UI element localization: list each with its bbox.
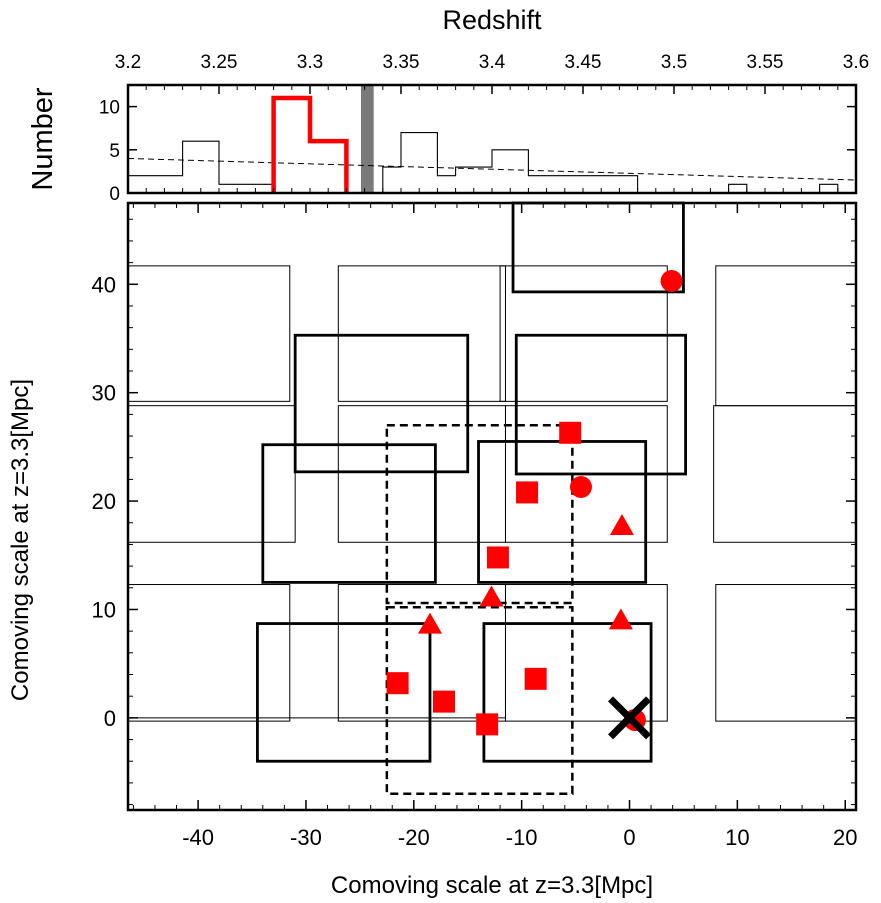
square-point [476,713,499,736]
map-x-tick-label: -40 [182,825,214,850]
histogram-x-tick-label: 3.45 [565,52,602,73]
thin-field-rect [127,584,291,722]
thin-field-rect [713,405,857,543]
triangle-point [479,585,504,607]
thin-field-rect [504,584,668,722]
map-x-tick-label: 0 [623,825,635,850]
square-point [386,672,409,695]
square-point [524,667,547,690]
histogram-x-tick-label: 3.6 [843,52,869,73]
galaxy-points-group [386,270,683,736]
expected-distribution-curve [127,157,857,181]
histogram-x-axis-label: Redshift [442,5,542,35]
histogram-x-tick-label: 3.25 [201,52,238,73]
dashed-field-group [385,423,574,795]
map-y-tick-label: 0 [104,706,116,731]
triangle-point [417,612,442,634]
thin-field-rect [337,265,506,402]
dashed-field-rect [385,606,574,795]
map-y-axis-label: Comoving scale at z=3.3[Mpc] [7,379,34,701]
histogram-y-tick-label: 0 [109,184,120,205]
thick-field-rect [293,333,470,474]
thick-field-group [256,201,687,763]
histogram-y-axis-label: Number [27,87,59,190]
thick-field-rect [482,622,653,763]
map-x-axis-label: Comoving scale at z=3.3[Mpc] [331,872,653,899]
histogram-y-tick-label: 5 [109,141,120,162]
map-x-tick-label: -30 [290,825,322,850]
square-point [486,546,509,569]
thick-field-rect [261,443,437,584]
circle-point [660,270,683,293]
histogram-x-tick-label: 3.5 [661,52,687,73]
thin-field-rect [715,584,857,722]
expected-curve-group [127,157,857,181]
circle-point [569,475,592,498]
cross-marker-group [608,696,651,740]
thin-field-rect [715,265,857,407]
map-frame [126,201,858,812]
thick-field-rect [514,333,687,476]
top-axis-ticks: 3.2 3.25 3.3 3.35 3.4 3.45 3.5 3.55 3.6 0 5 10 [99,52,869,205]
thin-field-rect [127,265,291,402]
redshift-histogram: 3.2 3.25 3.3 3.35 3.4 3.45 3.5 3.55 3.6 0 5 10 Reds… [27,5,869,205]
histogram-x-tick-label: 3.55 [747,52,784,73]
histogram-y-tick-label: 10 [99,98,120,119]
triangle-point [608,608,633,630]
square-point [559,421,582,444]
square-point [516,481,539,504]
thin-field-group [127,265,857,722]
all-histogram-series [128,131,856,194]
map-x-tick-label: 20 [833,825,857,850]
histogram-x-tick-label: 3.2 [115,52,141,73]
dashed-field-rect [385,423,574,605]
map-x-tick-label: -10 [506,825,538,850]
selected-histogram-series [271,95,349,193]
thin-field-rect [127,405,296,543]
histogram-frame [126,83,858,195]
histogram-x-tick-label: 3.3 [297,52,323,73]
map-y-tick-label: 40 [92,272,116,297]
map-x-tick-label: 10 [725,825,749,850]
map-axis-ticks: -40 -30 -20 -10 0 10 20 0 10 20 30 40 [92,203,857,850]
map-y-tick-label: 20 [92,489,116,514]
thin-field-rect [499,265,668,402]
histogram-x-tick-label: 3.4 [479,52,506,73]
map-y-tick-label: 10 [92,597,116,622]
triangle-point [609,514,634,536]
shaded-redshift-band [360,85,374,193]
histogram-x-tick-label: 3.35 [383,52,420,73]
thick-field-rect [511,201,685,294]
square-point [433,690,456,713]
map-y-tick-label: 30 [92,381,116,406]
map-x-tick-label: -20 [398,825,430,850]
histogram-series-group [128,95,856,194]
thick-field-rect [256,622,432,763]
cross-marker-stroke [608,696,651,740]
shaded-band-group [360,85,374,193]
comoving-map: -40 -30 -20 -10 0 10 20 0 10 20 30 40 Comoving scal… [7,201,858,899]
